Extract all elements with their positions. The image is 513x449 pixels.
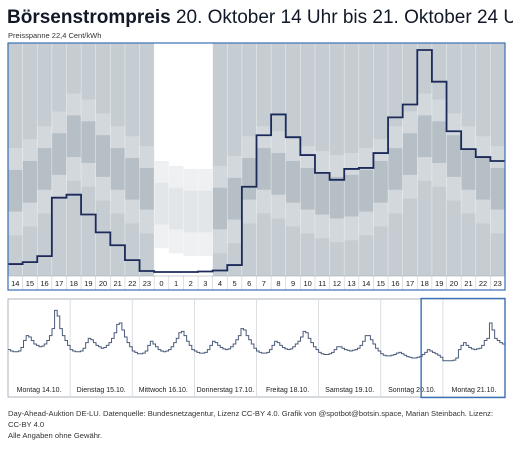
title-rest: 20. Oktober 14 Uhr bis 21. Oktober 24 Uh… xyxy=(175,7,513,28)
range-band-inner xyxy=(300,167,316,210)
range-band-inner xyxy=(271,153,287,195)
title-bold: Börsenstrompreis xyxy=(7,7,171,28)
range-band-inner xyxy=(314,172,330,215)
x-tick-label: 17 xyxy=(55,279,63,288)
main-chart-frame xyxy=(7,42,506,291)
range-band-inner xyxy=(8,169,23,212)
chart-subtitle: Preisspanne 22,4 Cent/kWh xyxy=(8,31,102,40)
day-label: Montag 14.10. xyxy=(17,387,62,394)
day-label: Freitag 18.10. xyxy=(266,387,309,394)
x-tick-label: 16 xyxy=(391,279,399,288)
x-tick-label: 15 xyxy=(377,279,385,288)
x-tick-label: 13 xyxy=(347,279,355,288)
range-band-inner xyxy=(139,167,155,210)
range-band-inner xyxy=(227,177,243,220)
range-band-inner xyxy=(198,190,213,233)
x-tick-label: 16 xyxy=(40,279,48,288)
range-band-inner xyxy=(110,148,126,190)
x-tick-label: 0 xyxy=(159,279,163,288)
range-band-inner xyxy=(344,174,360,217)
x-tick-label: 21 xyxy=(113,279,121,288)
x-tick-label: 20 xyxy=(450,279,458,288)
range-band-inner xyxy=(490,167,506,210)
range-band-inner xyxy=(417,115,433,158)
x-tick-label: 22 xyxy=(479,279,487,288)
x-tick-label: 8 xyxy=(276,279,280,288)
range-band-inner xyxy=(388,148,403,190)
x-tick-label: 18 xyxy=(420,279,428,288)
footer-source: Day-Ahead-Auktion DE-LU. Datenquelle: Bu… xyxy=(8,409,494,429)
x-tick-label: 2 xyxy=(189,279,193,288)
range-band-inner xyxy=(431,121,447,163)
day-label: Montag 21.10. xyxy=(452,387,497,394)
day-label: Samstag 19.10. xyxy=(325,387,374,394)
range-band-inner xyxy=(51,133,67,175)
x-tick-label: 23 xyxy=(494,279,502,288)
range-band-inner xyxy=(256,148,272,190)
chart-title: Börsenstrompreis 20. Oktober 14 Uhr bis … xyxy=(7,6,513,30)
x-tick-label: 22 xyxy=(128,279,136,288)
range-band-inner xyxy=(124,158,140,200)
x-tick-label: 9 xyxy=(291,279,295,288)
x-tick-label: 6 xyxy=(247,279,251,288)
range-band-inner xyxy=(329,176,345,219)
x-tick-label: 3 xyxy=(203,279,207,288)
range-band-inner xyxy=(212,187,228,230)
range-band-inner xyxy=(446,135,462,177)
range-band-inner xyxy=(22,161,38,203)
x-tick-label: 10 xyxy=(303,279,311,288)
day-label: Dienstag 15.10. xyxy=(77,387,126,394)
footer-disclaimer: Alle Angaben ohne Gewähr. xyxy=(8,431,103,440)
range-band-inner xyxy=(402,133,418,175)
x-tick-label: 19 xyxy=(84,279,92,288)
x-tick-label: 20 xyxy=(99,279,107,288)
x-tick-label: 12 xyxy=(333,279,341,288)
x-tick-label: 21 xyxy=(464,279,472,288)
x-tick-label: 7 xyxy=(262,279,266,288)
x-tick-label: 14 xyxy=(362,279,370,288)
x-tick-label: 23 xyxy=(143,279,151,288)
range-band-inner xyxy=(241,158,257,200)
range-band-inner xyxy=(285,161,301,203)
range-band-inner xyxy=(183,190,199,233)
range-band-inner xyxy=(373,161,389,203)
range-band-inner xyxy=(168,187,184,230)
x-tick-label: 17 xyxy=(406,279,414,288)
range-band-inner xyxy=(475,158,491,200)
day-label: Donnerstag 17.10. xyxy=(197,387,255,394)
range-band-inner xyxy=(154,182,170,225)
range-band-inner xyxy=(461,148,477,190)
x-tick-label: 1 xyxy=(174,279,178,288)
range-band-inner xyxy=(358,169,374,212)
footer: Day-Ahead-Auktion DE-LU. Datenquelle: Bu… xyxy=(8,408,508,441)
range-band-inner xyxy=(95,135,111,177)
x-tick-label: 14 xyxy=(11,279,19,288)
x-tick-label: 4 xyxy=(218,279,222,288)
x-tick-label: 5 xyxy=(232,279,236,288)
day-label: Sonntag 20.10. xyxy=(388,387,436,394)
x-tick-label: 19 xyxy=(435,279,443,288)
x-tick-label: 15 xyxy=(26,279,34,288)
overview-highlight-window xyxy=(420,297,506,399)
range-band-inner xyxy=(81,121,97,163)
price-step-line xyxy=(8,49,505,273)
day-label: Mittwoch 16.10. xyxy=(139,387,188,394)
range-band-inner xyxy=(37,148,53,190)
range-band-inner xyxy=(66,115,82,158)
x-tick-label: 18 xyxy=(70,279,78,288)
x-tick-label: 11 xyxy=(318,279,326,288)
